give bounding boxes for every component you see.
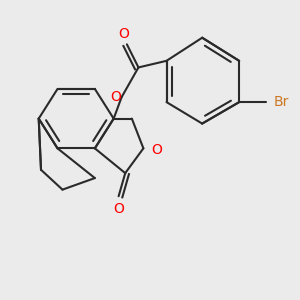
Text: Br: Br [274, 95, 289, 109]
Text: O: O [110, 90, 121, 104]
Text: O: O [118, 27, 129, 41]
Text: O: O [113, 202, 124, 216]
Text: O: O [151, 143, 162, 157]
